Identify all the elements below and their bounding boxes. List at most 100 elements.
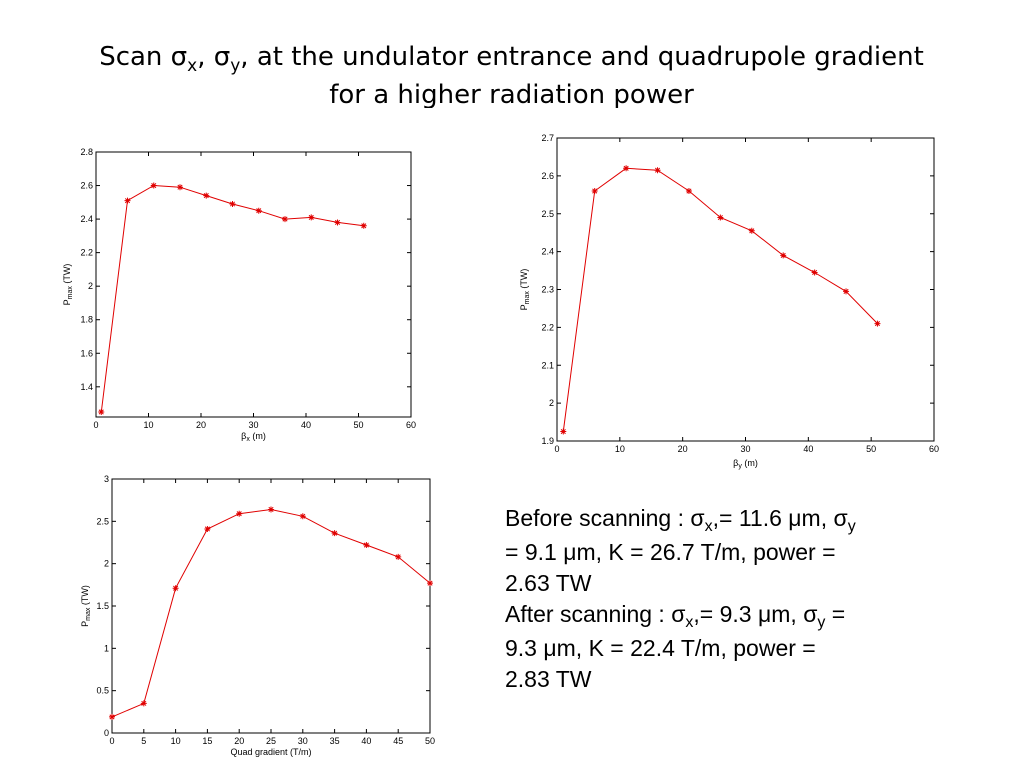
y-tick-label: 2.6 — [541, 171, 554, 181]
x-tick-label: 50 — [425, 736, 435, 746]
x-tick-label: 40 — [803, 444, 813, 454]
unit-text: m, — [801, 505, 834, 531]
data-point — [654, 167, 661, 174]
sigma-symbol: σ — [213, 42, 231, 72]
before-line-2: = 9.1 μm, K = 26.7 T/m, power = — [505, 537, 955, 568]
title-text: , at the undulator entrance and quadrupo… — [240, 42, 924, 72]
x-tick-label: 0 — [93, 420, 98, 430]
data-point — [874, 320, 881, 327]
x-axis-label: βx (m) — [241, 431, 266, 443]
y-tick-label: 1 — [104, 643, 109, 653]
x-axis-label: Quad gradient (T/m) — [230, 747, 311, 757]
before-line-3: 2.63 TW — [505, 570, 592, 596]
data-point — [811, 269, 818, 276]
subscript-y: y — [817, 614, 826, 631]
mu-symbol: μ — [788, 505, 802, 531]
y-tick-label: 3 — [104, 474, 109, 484]
x-tick-label: 30 — [248, 420, 258, 430]
after-line-1: After scanning : σx,= 9.3 μm, σy = — [505, 599, 955, 633]
data-point — [623, 165, 630, 172]
y-tick-label: 2.4 — [80, 214, 93, 224]
y-tick-label: 1.4 — [80, 382, 93, 392]
after-sigma-x-value: ,= 9.3 — [693, 601, 758, 627]
data-point — [177, 184, 183, 191]
y-tick-label: 2 — [549, 398, 554, 408]
mu-symbol: μ — [757, 601, 772, 627]
data-point — [229, 200, 236, 207]
slide-title: Scan σx, σy, at the undulator entrance a… — [40, 40, 983, 108]
y-tick-label: 0 — [104, 728, 109, 738]
data-point — [717, 214, 724, 221]
y-tick-label: 1.6 — [80, 348, 93, 358]
subscript-y: y — [847, 518, 856, 535]
y-axis-label: Pmax (TW) — [62, 264, 74, 306]
x-tick-label: 20 — [234, 736, 244, 746]
x-tick-label: 50 — [353, 420, 363, 430]
data-point — [395, 553, 402, 560]
data-point — [204, 525, 211, 532]
after-line-2: 9.3 μm, K = 22.4 T/m, power = — [505, 633, 955, 664]
y-tick-label: 1.5 — [96, 601, 109, 611]
data-point — [560, 428, 567, 435]
data-point — [363, 542, 370, 549]
x-tick-label: 5 — [141, 736, 146, 746]
y-tick-label: 1.9 — [541, 436, 554, 446]
data-point — [780, 252, 787, 259]
scan-summary: Before scanning : σx,= 11.6 μm, σy = 9.1… — [505, 503, 955, 695]
data-point — [236, 510, 243, 517]
x-tick-label: 10 — [615, 444, 625, 454]
mu-symbol: μ — [543, 635, 557, 661]
plot-frame — [111, 478, 431, 734]
separator: , — [197, 42, 214, 72]
x-tick-label: 0 — [554, 444, 559, 454]
x-tick-label: 10 — [171, 736, 181, 746]
before-sigma-x-value: ,= 11.6 — [712, 505, 789, 531]
before-sigma-y-value: = 9.1 — [505, 539, 564, 565]
subscript-x: x — [704, 518, 713, 535]
data-point — [109, 713, 115, 720]
x-tick-label: 10 — [143, 420, 153, 430]
data-point — [334, 219, 341, 226]
title-text: Scan — [99, 42, 171, 72]
x-tick-label: 15 — [202, 736, 212, 746]
data-point — [427, 580, 433, 587]
y-tick-label: 2.2 — [541, 322, 554, 332]
y-tick-label: 2.6 — [80, 181, 93, 191]
sigma-symbol: σ — [671, 601, 686, 627]
sigma-symbol: σ — [833, 505, 848, 531]
x-tick-label: 20 — [678, 444, 688, 454]
x-tick-label: 60 — [406, 420, 416, 430]
sigma-symbol: σ — [690, 505, 705, 531]
x-axis-label: βy (m) — [733, 458, 758, 470]
after-sigma-y-value: 9.3 — [505, 635, 544, 661]
data-point — [140, 700, 147, 707]
x-tick-label: 30 — [298, 736, 308, 746]
equals-text: = — [825, 601, 846, 627]
data-point — [268, 506, 274, 513]
data-point — [255, 207, 262, 214]
x-tick-label: 30 — [740, 444, 750, 454]
after-label: After scanning : — [505, 601, 672, 627]
y-tick-label: 2.3 — [541, 285, 554, 295]
y-tick-label: 1.8 — [80, 315, 93, 325]
y-axis-label: Pmax (TW) — [80, 585, 92, 627]
sigma-symbol: σ — [170, 42, 188, 72]
x-tick-label: 35 — [330, 736, 340, 746]
subscript-x: x — [685, 614, 694, 631]
data-point — [685, 188, 692, 195]
data-point — [591, 188, 598, 195]
data-point — [150, 182, 157, 189]
data-point — [843, 288, 850, 295]
y-tick-label: 2.7 — [541, 133, 554, 143]
x-tick-label: 40 — [301, 420, 311, 430]
unit-text: m, — [771, 601, 804, 627]
x-tick-label: 20 — [196, 420, 206, 430]
before-label: Before scanning : — [505, 505, 691, 531]
y-tick-label: 0.5 — [96, 686, 109, 696]
after-k-power: m, K = 22.4 T/m, power = — [556, 635, 816, 661]
data-point — [748, 227, 755, 234]
data-point — [98, 408, 105, 415]
